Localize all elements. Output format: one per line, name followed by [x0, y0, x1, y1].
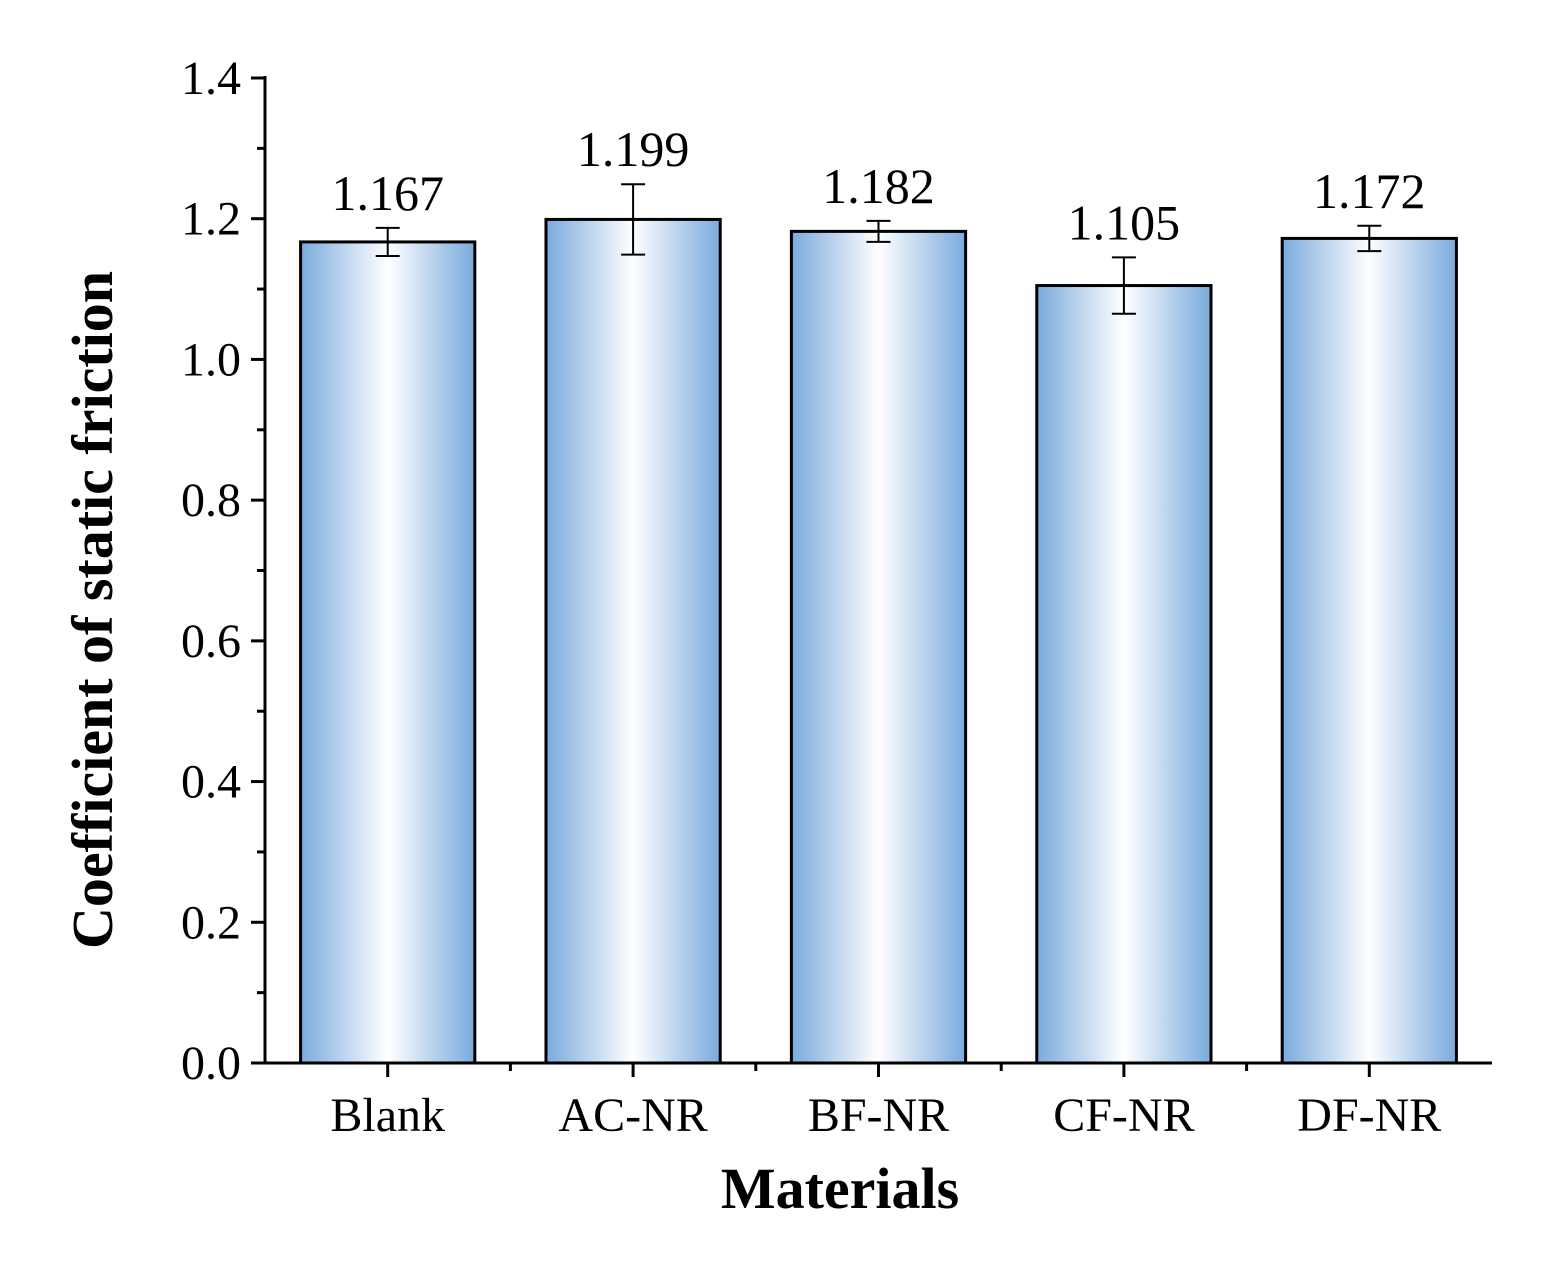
- bar-blank: [299, 240, 477, 1065]
- value-label: 1.167: [331, 165, 444, 221]
- bar-cf-nr: [1035, 284, 1213, 1065]
- y-tick-label: 0.2: [181, 896, 241, 949]
- x-tick-label: AC-NR: [558, 1089, 707, 1142]
- value-labels-group: 1.167 1.199 1.182 1.105 1.172: [331, 121, 1425, 250]
- y-axis-title: Coefficient of static friction: [60, 271, 125, 949]
- y-tick-label: 1.0: [181, 333, 241, 386]
- value-label: 1.182: [822, 158, 935, 214]
- bars-group: [299, 217, 1458, 1065]
- x-tick-label: BF-NR: [808, 1089, 949, 1142]
- value-label: 1.199: [577, 121, 690, 177]
- x-tick-label: Blank: [330, 1089, 445, 1142]
- y-tick-label: 1.4: [181, 52, 241, 105]
- y-axis-ticks: 0.0 0.2 0.4 0.6 0.8 1.0 1.2 1.4: [181, 52, 265, 1090]
- value-label: 1.172: [1313, 163, 1426, 219]
- x-tick-label: DF-NR: [1297, 1089, 1441, 1142]
- bar-bf-nr: [789, 229, 968, 1065]
- y-tick-label: 0.4: [181, 756, 241, 809]
- y-tick-label: 0.0: [181, 1037, 241, 1090]
- bar-df-nr: [1280, 236, 1458, 1065]
- x-tick-label: CF-NR: [1053, 1089, 1194, 1142]
- error-bars-group: [375, 183, 1382, 315]
- y-tick-label: 0.6: [181, 615, 241, 668]
- x-axis-title: Materials: [721, 1156, 959, 1221]
- x-axis-ticks: Blank AC-NR BF-NR CF-NR DF-NR: [330, 1063, 1441, 1142]
- bar-ac-nr: [544, 217, 722, 1065]
- y-tick-label: 0.8: [181, 474, 241, 527]
- y-tick-label: 1.2: [181, 193, 241, 246]
- value-label: 1.105: [1068, 194, 1181, 250]
